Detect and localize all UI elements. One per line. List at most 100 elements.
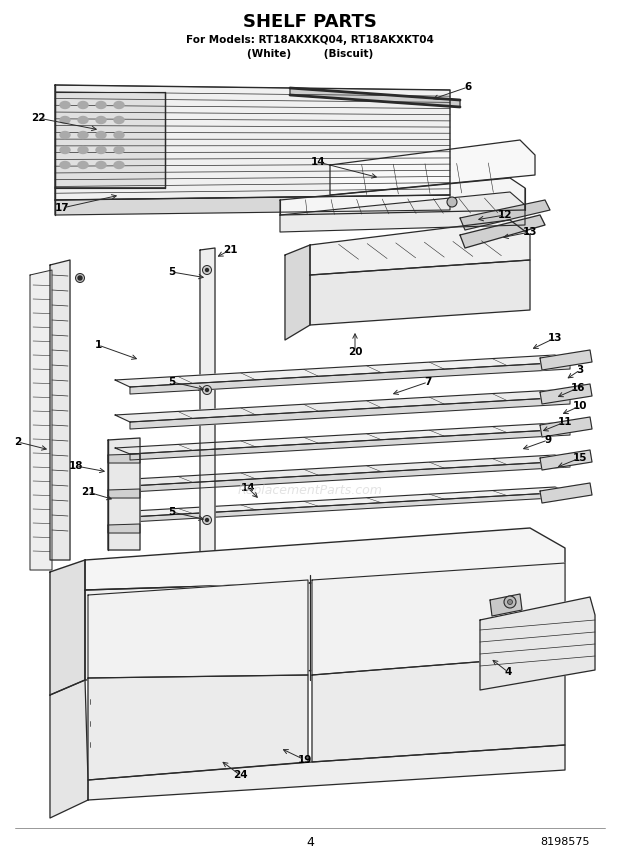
Ellipse shape bbox=[205, 519, 208, 521]
Polygon shape bbox=[480, 597, 595, 690]
Polygon shape bbox=[312, 563, 565, 675]
Text: ReplacementParts.com: ReplacementParts.com bbox=[237, 484, 383, 496]
Text: 14: 14 bbox=[241, 483, 255, 493]
Polygon shape bbox=[85, 528, 565, 590]
Ellipse shape bbox=[96, 146, 106, 153]
Polygon shape bbox=[130, 461, 570, 492]
Ellipse shape bbox=[78, 146, 88, 153]
Text: 2: 2 bbox=[14, 437, 22, 447]
Text: 4: 4 bbox=[504, 667, 511, 677]
Polygon shape bbox=[88, 580, 308, 678]
Ellipse shape bbox=[78, 162, 88, 169]
Ellipse shape bbox=[114, 116, 124, 123]
Text: 13: 13 bbox=[547, 333, 562, 343]
Polygon shape bbox=[115, 390, 570, 422]
Text: 20: 20 bbox=[348, 347, 362, 357]
Ellipse shape bbox=[96, 162, 106, 169]
Polygon shape bbox=[310, 260, 530, 325]
Polygon shape bbox=[540, 384, 592, 404]
Ellipse shape bbox=[60, 116, 70, 123]
Ellipse shape bbox=[203, 515, 211, 525]
Text: 19: 19 bbox=[298, 755, 312, 765]
Polygon shape bbox=[108, 438, 140, 550]
Text: 21: 21 bbox=[223, 245, 237, 255]
Ellipse shape bbox=[205, 269, 208, 271]
Text: 10: 10 bbox=[573, 401, 587, 411]
Polygon shape bbox=[108, 524, 140, 533]
Polygon shape bbox=[108, 489, 140, 498]
Text: 11: 11 bbox=[558, 417, 572, 427]
Polygon shape bbox=[50, 560, 85, 695]
Polygon shape bbox=[330, 140, 535, 195]
Polygon shape bbox=[88, 745, 565, 800]
Polygon shape bbox=[285, 245, 310, 340]
Ellipse shape bbox=[96, 102, 106, 109]
Polygon shape bbox=[280, 192, 525, 232]
Ellipse shape bbox=[96, 116, 106, 123]
Text: 13: 13 bbox=[523, 227, 538, 237]
Polygon shape bbox=[540, 483, 592, 503]
Text: 6: 6 bbox=[464, 82, 472, 92]
Polygon shape bbox=[490, 594, 522, 616]
Ellipse shape bbox=[447, 197, 457, 207]
Text: 17: 17 bbox=[55, 203, 69, 213]
Text: For Models: RT18AKXKQ04, RT18AKXKT04: For Models: RT18AKXKQ04, RT18AKXKT04 bbox=[186, 35, 434, 45]
Polygon shape bbox=[540, 350, 592, 370]
Polygon shape bbox=[460, 215, 545, 248]
Ellipse shape bbox=[114, 132, 124, 139]
Text: 1: 1 bbox=[94, 340, 102, 350]
Polygon shape bbox=[460, 200, 550, 230]
Text: 8198575: 8198575 bbox=[541, 837, 590, 847]
Ellipse shape bbox=[60, 102, 70, 109]
Polygon shape bbox=[130, 492, 570, 522]
Polygon shape bbox=[30, 270, 52, 570]
Text: SHELF PARTS: SHELF PARTS bbox=[243, 13, 377, 31]
Text: 5: 5 bbox=[169, 267, 175, 277]
Polygon shape bbox=[290, 88, 460, 107]
Text: 12: 12 bbox=[498, 210, 512, 220]
Ellipse shape bbox=[508, 599, 513, 604]
Polygon shape bbox=[115, 487, 570, 517]
Polygon shape bbox=[200, 248, 215, 590]
Polygon shape bbox=[310, 220, 530, 275]
Polygon shape bbox=[85, 575, 565, 680]
Text: 7: 7 bbox=[424, 377, 432, 387]
Text: 5: 5 bbox=[169, 377, 175, 387]
Ellipse shape bbox=[203, 265, 211, 275]
Ellipse shape bbox=[78, 102, 88, 109]
Text: 18: 18 bbox=[69, 461, 83, 471]
Ellipse shape bbox=[60, 162, 70, 169]
Polygon shape bbox=[55, 195, 450, 215]
Polygon shape bbox=[115, 355, 570, 387]
Polygon shape bbox=[130, 429, 570, 460]
Polygon shape bbox=[108, 454, 140, 463]
Ellipse shape bbox=[60, 132, 70, 139]
Polygon shape bbox=[540, 417, 592, 437]
Text: 15: 15 bbox=[573, 453, 587, 463]
Polygon shape bbox=[115, 455, 570, 486]
Text: 9: 9 bbox=[544, 435, 552, 445]
Polygon shape bbox=[50, 260, 70, 560]
Text: 14: 14 bbox=[311, 157, 326, 167]
Ellipse shape bbox=[114, 146, 124, 153]
Ellipse shape bbox=[114, 162, 124, 169]
Text: 5: 5 bbox=[169, 507, 175, 517]
Polygon shape bbox=[130, 397, 570, 429]
Polygon shape bbox=[115, 423, 570, 454]
Polygon shape bbox=[50, 680, 88, 818]
Polygon shape bbox=[280, 178, 525, 215]
Ellipse shape bbox=[504, 596, 516, 608]
Ellipse shape bbox=[114, 102, 124, 109]
Polygon shape bbox=[130, 362, 570, 394]
Ellipse shape bbox=[203, 385, 211, 395]
Ellipse shape bbox=[60, 146, 70, 153]
Ellipse shape bbox=[76, 274, 84, 282]
Text: 22: 22 bbox=[31, 113, 45, 123]
Polygon shape bbox=[540, 450, 592, 470]
Text: 24: 24 bbox=[232, 770, 247, 780]
Ellipse shape bbox=[205, 389, 208, 391]
Text: 21: 21 bbox=[81, 487, 95, 497]
Ellipse shape bbox=[78, 116, 88, 123]
Polygon shape bbox=[312, 655, 565, 762]
Polygon shape bbox=[88, 675, 308, 780]
